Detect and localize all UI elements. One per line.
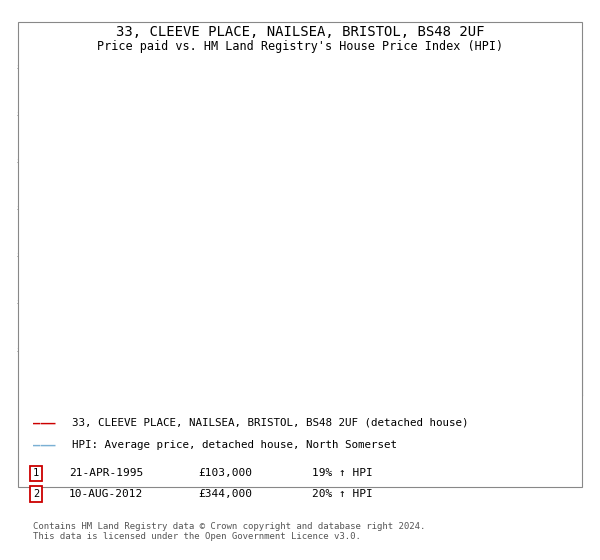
Text: Contains HM Land Registry data © Crown copyright and database right 2024.
This d: Contains HM Land Registry data © Crown c… xyxy=(33,522,425,542)
Bar xyxy=(574,50,582,395)
Text: HPI: Average price, detached house, North Somerset: HPI: Average price, detached house, Nort… xyxy=(72,440,397,450)
Text: ———: ——— xyxy=(33,416,56,430)
Text: 21-APR-1995: 21-APR-1995 xyxy=(69,468,143,478)
Text: £344,000: £344,000 xyxy=(198,489,252,499)
Text: 2: 2 xyxy=(33,489,39,499)
Bar xyxy=(60,50,97,395)
Text: £103,000: £103,000 xyxy=(198,468,252,478)
Text: 10-AUG-2012: 10-AUG-2012 xyxy=(69,489,143,499)
Text: Price paid vs. HM Land Registry's House Price Index (HPI): Price paid vs. HM Land Registry's House … xyxy=(97,40,503,53)
Bar xyxy=(60,50,97,395)
Text: ———: ——— xyxy=(33,438,56,452)
Text: 20% ↑ HPI: 20% ↑ HPI xyxy=(312,489,373,499)
Text: 33, CLEEVE PLACE, NAILSEA, BRISTOL, BS48 2UF (detached house): 33, CLEEVE PLACE, NAILSEA, BRISTOL, BS48… xyxy=(72,418,469,428)
Text: 1: 1 xyxy=(94,55,100,65)
Bar xyxy=(574,50,582,395)
Text: 1: 1 xyxy=(33,468,39,478)
Text: 33, CLEEVE PLACE, NAILSEA, BRISTOL, BS48 2UF: 33, CLEEVE PLACE, NAILSEA, BRISTOL, BS48… xyxy=(116,25,484,39)
Text: 19% ↑ HPI: 19% ↑ HPI xyxy=(312,468,373,478)
Text: 2: 2 xyxy=(371,55,379,65)
